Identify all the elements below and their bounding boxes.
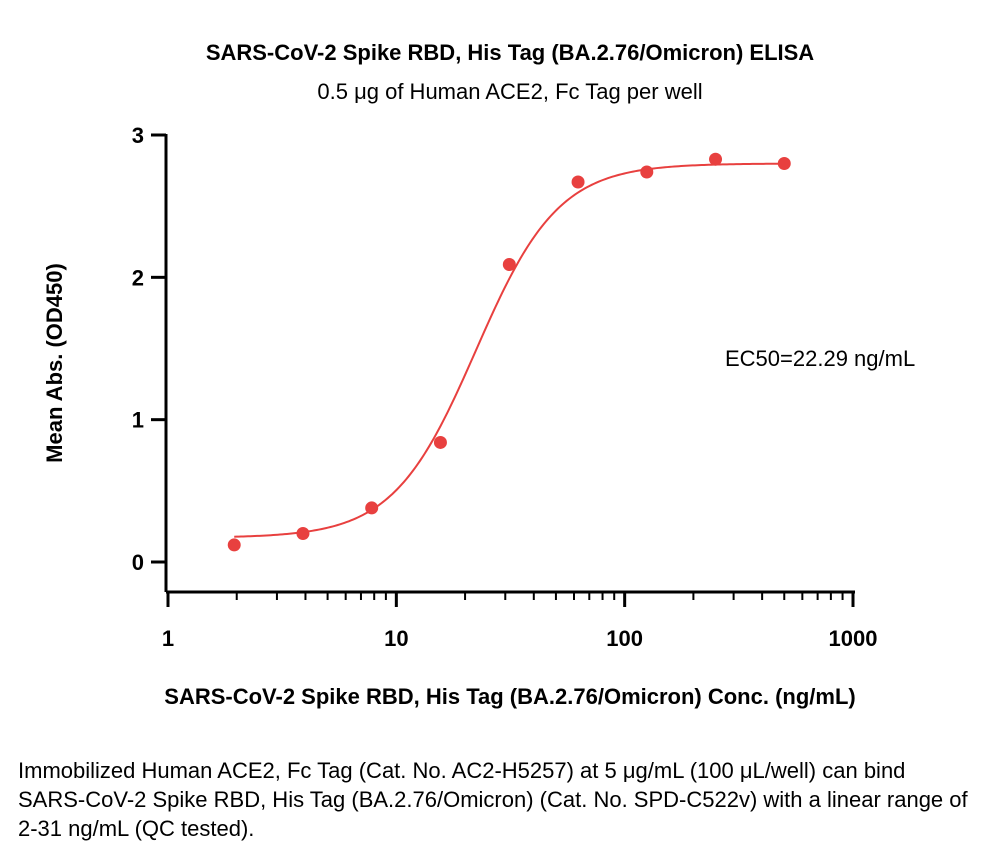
x-tick-label: 1 [162,626,174,651]
data-point [365,501,379,515]
data-point [571,175,585,189]
data-point [296,527,310,541]
chart-subtitle: 0.5 μg of Human ACE2, Fc Tag per well [317,79,702,104]
x-axis-ticks: 1 10 100 1000 [162,592,878,651]
data-point [502,258,516,272]
data-point [433,435,447,449]
data-points [227,152,791,552]
x-tick-label: 10 [384,626,408,651]
data-point [777,156,791,170]
fit-curve [234,162,785,538]
y-tick-label: 2 [132,265,144,290]
y-tick-label: 3 [132,123,144,148]
y-tick-label: 1 [132,408,144,433]
chart-title: SARS-CoV-2 Spike RBD, His Tag (BA.2.76/O… [206,40,814,65]
y-tick-label: 0 [132,550,144,575]
ec50-annotation: EC50=22.29 ng/mL [725,346,915,371]
x-tick-label: 100 [606,626,643,651]
y-axis-ticks: 0 1 2 3 [132,123,166,575]
data-point [709,152,723,166]
elisa-chart: SARS-CoV-2 Spike RBD, His Tag (BA.2.76/O… [42,40,915,709]
data-point [227,538,241,552]
x-axis-title: SARS-CoV-2 Spike RBD, His Tag (BA.2.76/O… [164,684,855,709]
y-axis-title: Mean Abs. (OD450) [42,263,67,463]
data-point [640,165,654,179]
figure-caption: Immobilized Human ACE2, Fc Tag (Cat. No.… [18,758,968,841]
x-tick-label: 1000 [829,626,878,651]
